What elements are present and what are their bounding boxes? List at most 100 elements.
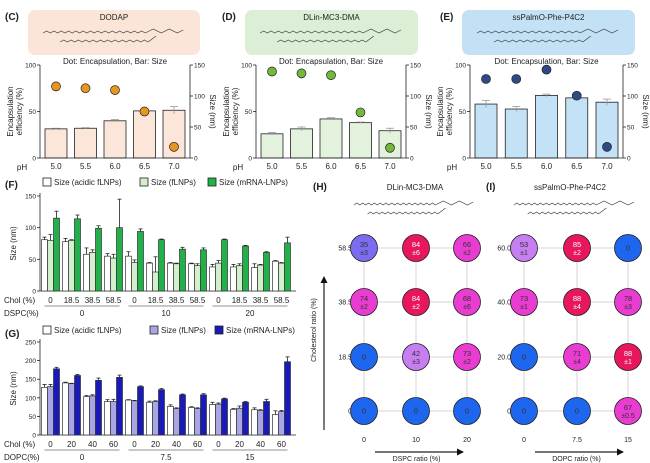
cell-circle	[510, 397, 538, 425]
y-tick-label-left: 50	[459, 109, 467, 116]
lipid-structure-box: ssPalmO-Phe-P4C2	[462, 10, 635, 55]
cell-value: 0	[626, 244, 630, 253]
chart-subtitle: Dot: Encapsulation, Bar: Size	[494, 57, 599, 66]
y-tick-label-right: 50	[410, 125, 418, 132]
encapsulation-cell: 0	[510, 397, 538, 425]
y-tick-label: 40.0	[497, 300, 511, 307]
lipid-chain-icon	[527, 211, 599, 215]
x-tick-label: 20	[463, 437, 471, 444]
chart-subtitle: Dot: Encapsulation, Bar: Size	[279, 57, 384, 66]
size-bar	[41, 239, 48, 292]
x-label-phospholipid: DOPC(%)	[4, 453, 40, 462]
chol-tick-label: 0	[132, 440, 137, 449]
lipid-chain-icon	[476, 30, 581, 34]
encapsulation-cell: 88±4	[563, 288, 591, 316]
y-tick-label-right: 50	[194, 125, 202, 132]
chol-tick-label: 60	[277, 440, 286, 449]
encapsulation-cell: 74±2	[350, 288, 378, 316]
structure-background	[28, 10, 200, 55]
panel-f: (F) Size (acidic fLNPs) Size (fLNPs) Size (…	[4, 177, 296, 318]
cell-error: ±3	[412, 359, 420, 366]
legend-swatch	[42, 177, 52, 187]
y-tick-label: 150	[25, 194, 36, 201]
size-bar	[194, 408, 201, 436]
cell-value: 66	[463, 240, 471, 249]
cell-circle	[402, 397, 430, 425]
cell-value: 73	[463, 349, 471, 358]
cell-value: 74	[360, 294, 368, 303]
x-tick-label: 10	[412, 437, 420, 444]
panel-title: DLin-MC3-DMA	[387, 183, 444, 192]
cell-circle	[614, 397, 642, 425]
y-tick-label: 100	[25, 395, 36, 402]
size-bar	[230, 408, 237, 436]
cell-error: ±2	[463, 359, 471, 366]
legend-swatch	[207, 177, 217, 187]
chol-tick-label: 40	[256, 440, 265, 449]
y-tick-label: 0	[32, 433, 36, 440]
size-bar	[152, 401, 159, 436]
size-bar	[215, 262, 222, 292]
encapsulation-cell: 73±1	[510, 288, 538, 316]
panel-label: (F)	[5, 180, 18, 191]
encapsulation-cell: 42±3	[402, 343, 430, 371]
cell-value: 68	[463, 294, 471, 303]
size-bar	[263, 252, 270, 292]
lipid-chain-icon	[367, 211, 438, 215]
x-label-phospholipid: DSPC(%)	[4, 309, 39, 318]
y-axis-label-right: Size (nm)	[424, 94, 433, 129]
size-bar	[133, 110, 156, 159]
legend-item: Size (acidic fLNPs)	[42, 325, 122, 335]
encapsulation-cell: 0	[563, 397, 591, 425]
size-bar	[62, 382, 69, 436]
size-bar	[242, 401, 249, 436]
size-bar	[44, 128, 68, 159]
cell-value: 0	[465, 407, 469, 416]
encapsulation-dot	[80, 83, 91, 94]
size-bar	[103, 120, 127, 159]
size-bar	[257, 410, 264, 436]
size-bar	[260, 133, 284, 159]
lipid-name: DLin-MC3-DMA	[303, 13, 360, 22]
ph-tick-label: 5.0	[50, 162, 62, 171]
y-tick-label: 0	[507, 409, 511, 416]
cell-circle	[350, 343, 378, 371]
size-bar	[251, 409, 258, 436]
chol-tick-label: 58.5	[190, 296, 206, 305]
y-tick-label-left: 0	[248, 156, 252, 163]
cell-value: 67	[624, 403, 632, 412]
cell-error: ±2	[463, 250, 471, 257]
lipid-chain-icon	[513, 202, 597, 206]
size-bar	[221, 239, 228, 292]
size-bar	[284, 361, 291, 436]
legend-label: Size (acidic fLNPs)	[54, 326, 122, 335]
lipid-chain-icon	[353, 202, 436, 206]
size-bar	[83, 396, 90, 436]
cell-error: ±1	[520, 250, 528, 257]
cell-value: 73	[520, 294, 528, 303]
size-bar	[290, 128, 313, 159]
arrow-head-icon	[320, 276, 328, 283]
ph-tick-label: 6.0	[109, 162, 121, 171]
y-axis-label: Size (nm)	[9, 371, 18, 406]
size-bar	[53, 217, 60, 292]
panel-c: (C) DODAP Dot: Encapsulation, Bar: Size 5.0…	[5, 10, 217, 172]
chol-tick-label: 18.5	[64, 296, 80, 305]
y-tick-label-right: 150	[410, 63, 421, 70]
cell-value: 85	[573, 240, 581, 249]
cell-error: ±0.5	[621, 413, 635, 420]
size-bar	[173, 263, 180, 292]
size-bar	[74, 218, 81, 292]
cell-circle	[402, 288, 430, 316]
ph-tick-label: 7.0	[601, 162, 613, 171]
cell-error: ±6	[463, 304, 471, 311]
size-bar	[146, 401, 153, 436]
cell-error: ±3	[360, 250, 368, 257]
chol-tick-label: 58.5	[106, 296, 122, 305]
y-tick-label-right: 100	[627, 94, 638, 101]
lipid-structure	[513, 200, 635, 215]
encapsulation-cell: 71±4	[563, 343, 591, 371]
encapsulation-dot	[267, 66, 277, 77]
ph-tick-label: 6.5	[355, 162, 367, 171]
size-bar	[125, 255, 132, 292]
